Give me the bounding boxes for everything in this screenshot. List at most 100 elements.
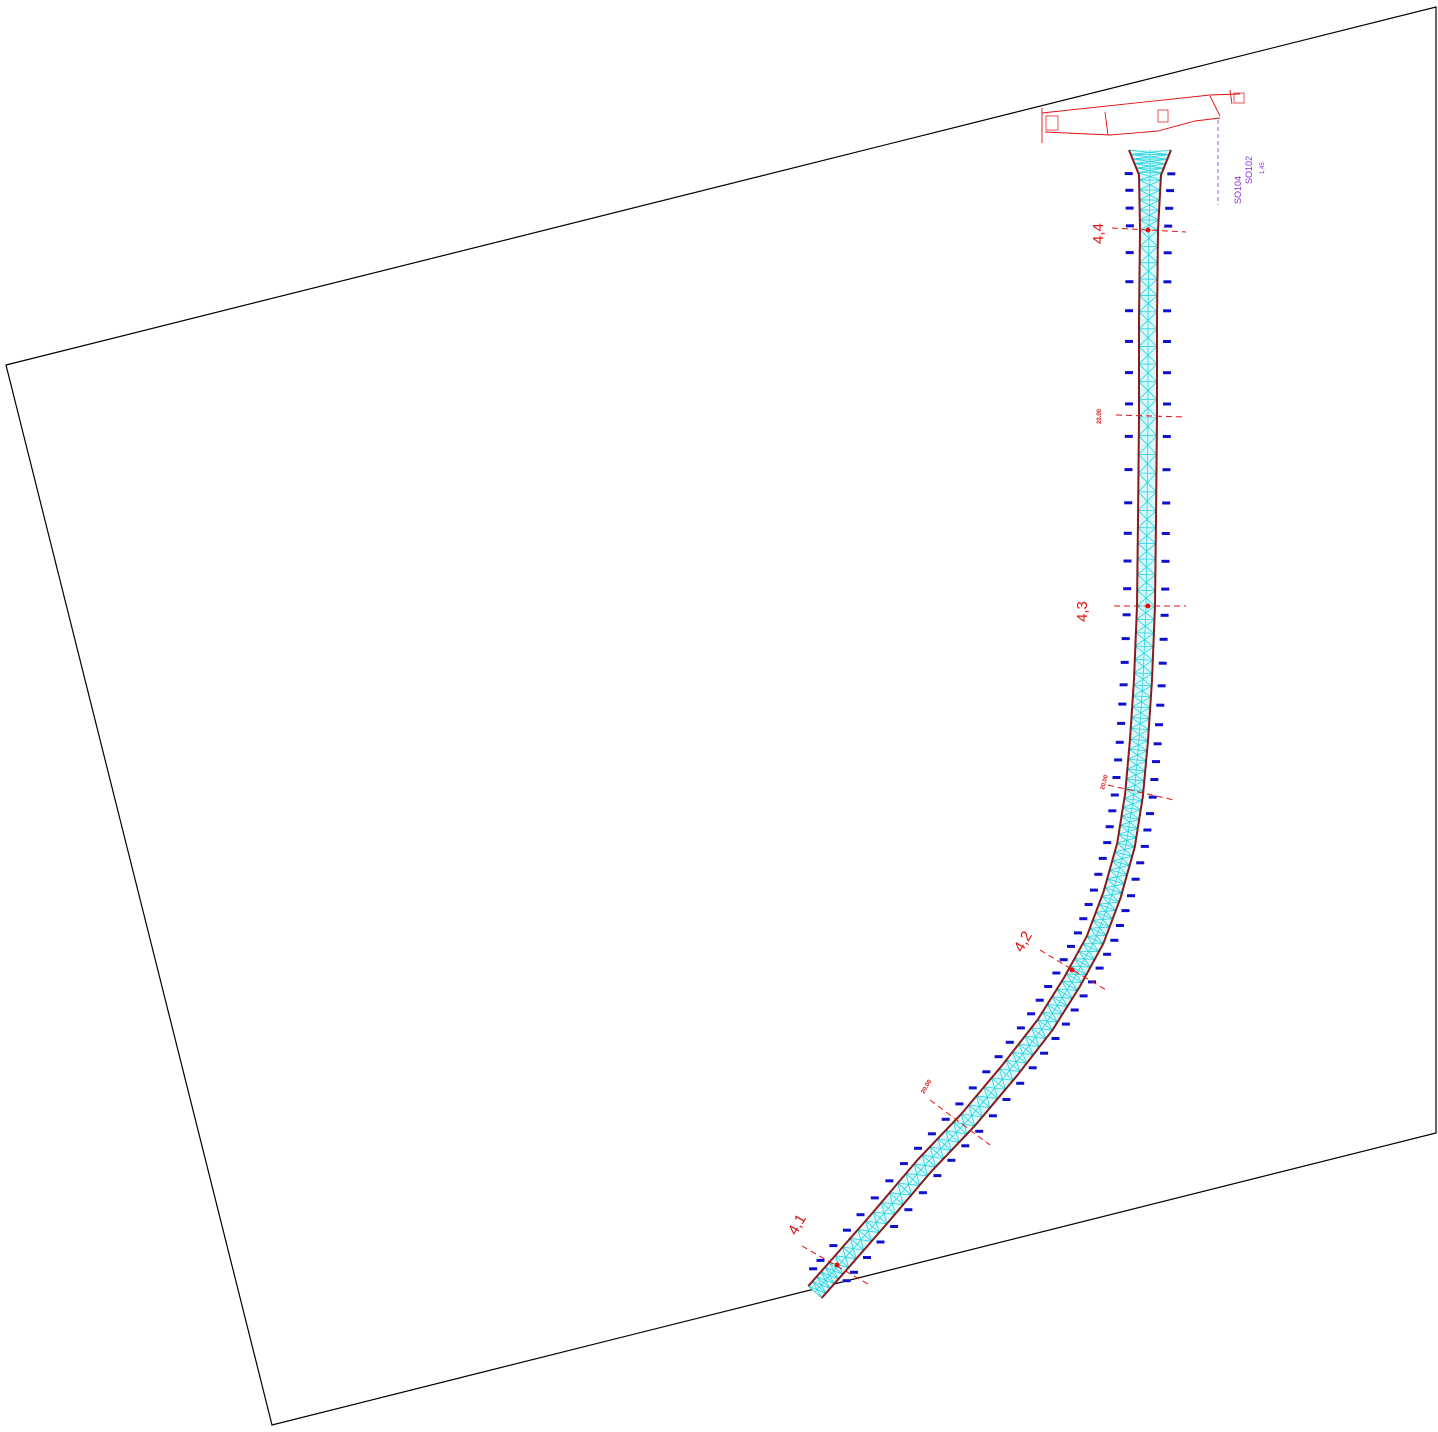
mesh-line [1117,863,1122,873]
mesh-line [1128,817,1131,827]
mesh-line [1115,872,1119,882]
mesh-line [816,1276,831,1289]
mesh-line [1059,993,1065,1002]
point-id-marker [1123,531,1132,535]
mesh-line [1031,1027,1047,1039]
road-edge-right [820,149,1172,1299]
point-id-marker [1131,877,1140,881]
mesh-line [905,1173,920,1186]
chainage-label-1: 20.00 [921,1078,934,1095]
point-id-marker [1124,434,1133,438]
mesh-line [1131,799,1134,809]
point-id-marker [1044,985,1053,988]
mesh-line [1122,806,1141,811]
mesh-line [1127,768,1146,772]
mesh-line [959,1119,969,1129]
mesh-line [820,1271,835,1285]
point-id-marker [1125,206,1134,210]
point-id-marker [1115,924,1124,927]
mesh-line [1135,632,1154,634]
mesh-line [881,1202,896,1215]
mesh-line [1132,706,1151,709]
point-id-marker [1162,468,1171,472]
mesh-line [912,1169,922,1180]
point-id-marker [988,1114,997,1118]
intersection-outline [1041,89,1245,143]
mesh-line [828,1262,843,1275]
point-id-marker [1094,872,1103,876]
point-id-marker [1051,1037,1060,1040]
point-id-marker [809,1267,818,1271]
road-alignment [807,149,1176,1299]
road-ref-left: SO104 [1233,176,1243,204]
point-id-marker [1114,758,1123,762]
mesh-line [850,1237,865,1251]
survey-point-ids [809,172,1176,1283]
mesh-line [1098,903,1116,911]
mesh-line [983,1086,999,1099]
point-id-marker [899,1162,908,1166]
point-id-marker [1110,938,1119,942]
point-id-marker [1157,684,1166,688]
mesh-line [982,1092,992,1103]
point-id-marker [1089,888,1098,892]
point-id-marker [1123,559,1132,563]
point-id-marker [842,1228,851,1232]
road-ref-right: SO102 [1244,156,1254,184]
mesh-line [1121,815,1140,820]
point-id-marker [1117,721,1126,725]
mesh-line [1069,977,1075,987]
point-id-marker [1163,340,1171,343]
point-id-marker [1115,740,1124,744]
mesh-line [1120,853,1124,864]
point-id-marker [1119,683,1128,687]
point-id-marker [1125,188,1134,192]
mesh-line [1051,996,1068,1007]
mesh-line [1137,172,1161,181]
point-id-marker [1121,637,1130,641]
mesh-line [1140,707,1142,719]
point-id-marker [918,1191,927,1195]
mesh-line [1095,911,1113,920]
point-id-marker [1158,661,1167,665]
point-id-marker [1163,371,1171,375]
mesh-line [1134,672,1153,675]
mesh-line [1086,947,1092,956]
mesh-line [945,1130,960,1143]
mesh-line [865,1220,880,1233]
mesh-line [921,1154,936,1168]
point-id-marker [1073,931,1082,935]
chainage-label-3: 20.00 [1097,408,1103,424]
mesh-line [920,1160,930,1171]
mesh-line [1133,684,1152,687]
mesh-line [1042,1011,1058,1023]
mesh-line [1056,988,1073,999]
mesh-line [944,1136,953,1145]
mesh-line [998,1074,1007,1084]
mesh-line [1125,835,1128,846]
mesh-line [1117,842,1135,848]
point-id-marker [1016,1026,1025,1030]
mesh-line [1061,980,1078,991]
mesh-line [976,1095,991,1109]
point-id-marker [856,1213,865,1217]
point-id-marker [1067,944,1075,948]
mesh-line [1025,1041,1033,1050]
mesh-line [1135,645,1154,648]
mesh-line [929,1146,944,1160]
cross-section-4-3: 4,3 [1074,601,1186,622]
point-id-marker [994,1055,1003,1059]
mesh-line [818,1282,824,1288]
mesh-line [1134,779,1136,791]
mesh-line [812,1281,827,1294]
point-id-marker [816,1258,825,1262]
mesh-line [1143,632,1146,647]
point-id-marker [1125,339,1133,343]
mesh-line [887,1198,897,1209]
mesh-line [1077,962,1083,971]
mesh-line [1129,808,1133,818]
point-id-marker [863,1256,871,1259]
point-id-marker [1123,587,1132,591]
mesh-line [937,1138,952,1151]
point-id-marker [1122,613,1131,617]
